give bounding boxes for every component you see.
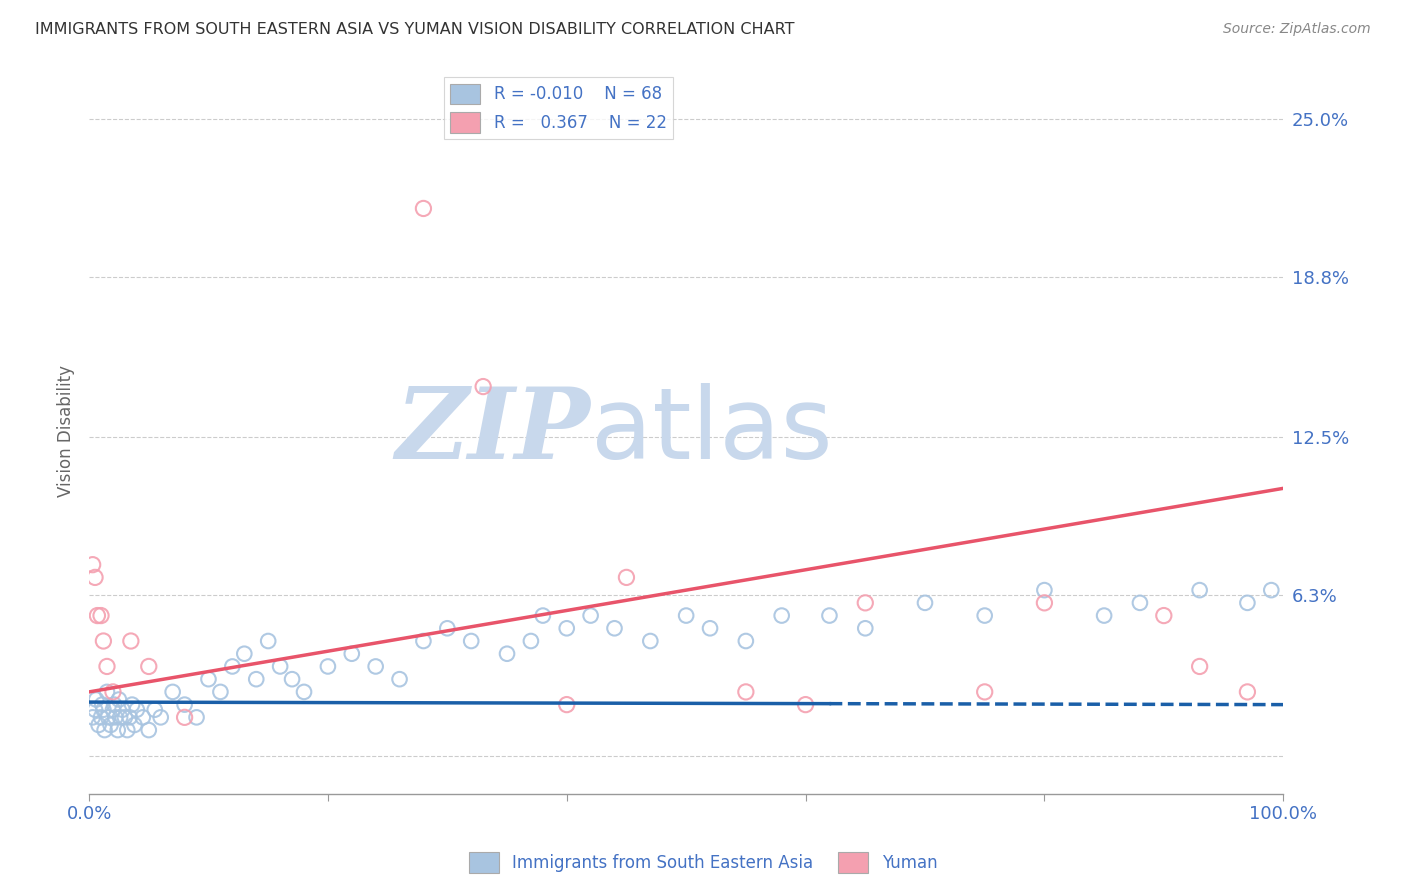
Point: [120, 634, 142, 648]
Point: [1188, 583, 1211, 598]
Point: [472, 379, 495, 393]
Point: [186, 710, 208, 724]
Point: [257, 634, 280, 648]
Point: [143, 703, 166, 717]
Point: [149, 710, 172, 724]
Point: [1188, 659, 1211, 673]
Point: [101, 685, 124, 699]
Point: [1260, 583, 1282, 598]
Point: [93, 723, 115, 737]
Text: atlas: atlas: [591, 383, 832, 480]
Point: [734, 685, 756, 699]
Point: [93, 634, 115, 648]
Text: IMMIGRANTS FROM SOUTH EASTERN ASIA VS YUMAN VISION DISABILITY CORRELATION CHART: IMMIGRANTS FROM SOUTH EASTERN ASIA VS YU…: [35, 22, 794, 37]
Point: [221, 659, 243, 673]
Point: [853, 621, 876, 635]
Text: Source: ZipAtlas.com: Source: ZipAtlas.com: [1223, 22, 1371, 37]
Point: [1092, 608, 1115, 623]
Point: [84, 692, 107, 706]
Text: ZIP: ZIP: [395, 383, 591, 479]
Point: [96, 659, 118, 673]
Point: [108, 692, 131, 706]
Point: [555, 698, 578, 712]
Point: [197, 672, 219, 686]
Point: [973, 685, 995, 699]
Point: [1236, 685, 1258, 699]
Point: [101, 703, 124, 717]
Point: [124, 718, 146, 732]
Point: [281, 672, 304, 686]
Point: [100, 718, 122, 732]
Point: [84, 570, 107, 584]
Point: [699, 621, 721, 635]
Point: [245, 672, 267, 686]
Point: [173, 698, 195, 712]
Point: [138, 723, 160, 737]
Point: [603, 621, 626, 635]
Point: [973, 608, 995, 623]
Point: [162, 685, 184, 699]
Point: [531, 608, 554, 623]
Point: [82, 558, 104, 572]
Legend: Immigrants from South Eastern Asia, Yuman: Immigrants from South Eastern Asia, Yuma…: [463, 846, 943, 880]
Point: [388, 672, 411, 686]
Point: [640, 634, 662, 648]
Point: [520, 634, 543, 648]
Point: [616, 570, 638, 584]
Point: [818, 608, 841, 623]
Point: [118, 710, 141, 724]
Point: [84, 703, 107, 717]
Point: [496, 647, 519, 661]
Y-axis label: Vision Disability: Vision Disability: [58, 365, 75, 497]
Point: [132, 710, 155, 724]
Point: [125, 703, 148, 717]
Point: [412, 634, 434, 648]
Point: [107, 723, 129, 737]
Legend: R = -0.010    N = 68, R =   0.367    N = 22: R = -0.010 N = 68, R = 0.367 N = 22: [444, 77, 673, 139]
Point: [108, 710, 131, 724]
Point: [579, 608, 602, 623]
Point: [173, 710, 195, 724]
Point: [364, 659, 387, 673]
Point: [436, 621, 458, 635]
Point: [1153, 608, 1175, 623]
Point: [111, 703, 134, 717]
Point: [1033, 596, 1056, 610]
Point: [316, 659, 339, 673]
Point: [209, 685, 232, 699]
Point: [734, 634, 756, 648]
Point: [675, 608, 697, 623]
Point: [794, 698, 817, 712]
Point: [114, 710, 136, 724]
Point: [121, 698, 143, 712]
Point: [93, 703, 115, 717]
Point: [292, 685, 315, 699]
Point: [91, 698, 114, 712]
Point: [90, 608, 112, 623]
Point: [412, 202, 434, 216]
Point: [138, 659, 160, 673]
Point: [233, 647, 256, 661]
Point: [87, 718, 110, 732]
Point: [269, 659, 291, 673]
Point: [853, 596, 876, 610]
Point: [117, 723, 139, 737]
Point: [460, 634, 482, 648]
Point: [82, 710, 104, 724]
Point: [914, 596, 936, 610]
Point: [555, 621, 578, 635]
Point: [1236, 596, 1258, 610]
Point: [97, 710, 120, 724]
Point: [1033, 583, 1056, 598]
Point: [1129, 596, 1152, 610]
Point: [86, 608, 108, 623]
Point: [96, 685, 118, 699]
Point: [104, 710, 127, 724]
Point: [90, 710, 112, 724]
Point: [770, 608, 793, 623]
Point: [340, 647, 363, 661]
Point: [103, 698, 125, 712]
